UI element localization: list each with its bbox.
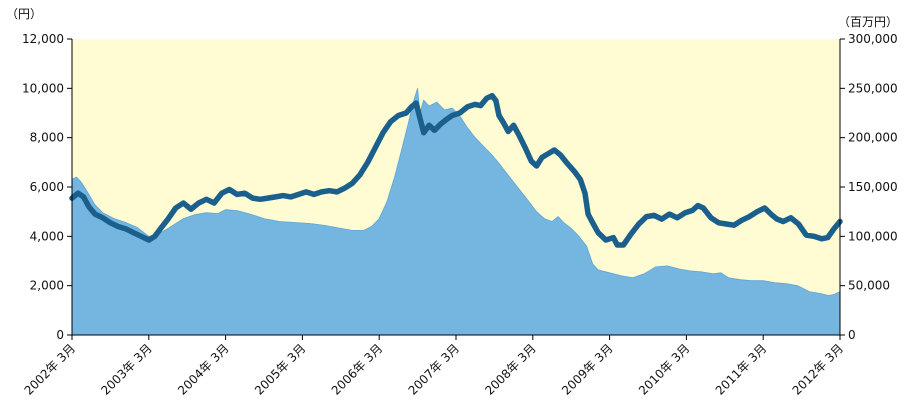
x-tick-label: 2003年 3月 (98, 341, 155, 398)
x-tick-label: 2005年 3月 (252, 341, 309, 398)
area-series-layer (71, 88, 841, 336)
left-tick-label: 4,000 (30, 229, 64, 243)
x-tick-label: 2006年 3月 (329, 341, 386, 398)
right-tick-label: 300,000 (848, 32, 898, 46)
area-series-0 (71, 88, 841, 336)
left-tick-label: 6,000 (30, 180, 64, 194)
right-tick-label: 150,000 (848, 180, 898, 194)
left-tick-label: 8,000 (30, 131, 64, 145)
right-axis-unit: （百万円） (838, 15, 898, 29)
x-tick-label: 2012年 3月 (790, 341, 847, 398)
right-tick-label: 200,000 (848, 131, 898, 145)
x-tick-label: 2010年 3月 (636, 341, 693, 398)
right-tick-label: 0 (848, 328, 856, 342)
x-axis-ticks: 2002年 3月 2003年 3月 2004年 3月 2005年 3月 2006年 3月… (22, 335, 847, 398)
right-tick-label: 100,000 (848, 229, 898, 243)
x-tick-label: 2008年 3月 (482, 341, 539, 398)
left-axis-unit: （円） (6, 7, 42, 21)
x-tick-label: 2009年 3月 (559, 341, 616, 398)
line-series-layer (69, 92, 843, 248)
x-tick-label: 2002年 3月 (22, 341, 79, 398)
right-tick-label: 250,000 (848, 81, 898, 95)
right-tick-label: 50,000 (848, 279, 890, 293)
x-tick-label: 2011年 3月 (713, 341, 770, 398)
left-tick-label: 12,000 (22, 32, 64, 46)
left-tick-label: 0 (56, 328, 64, 342)
left-axis-ticks: 0 2,000 4,000 6,000 8,000 10,000 12,000 (22, 32, 72, 342)
left-tick-label: 2,000 (30, 279, 64, 293)
right-axis-ticks: 0 50,000 100,000 150,000 200,000 250,000 300,0… (840, 32, 898, 342)
line-series-1 (69, 92, 843, 248)
left-tick-label: 10,000 (22, 81, 64, 95)
x-tick-label: 2004年 3月 (175, 341, 232, 398)
x-tick-label: 2007年 3月 (406, 341, 463, 398)
